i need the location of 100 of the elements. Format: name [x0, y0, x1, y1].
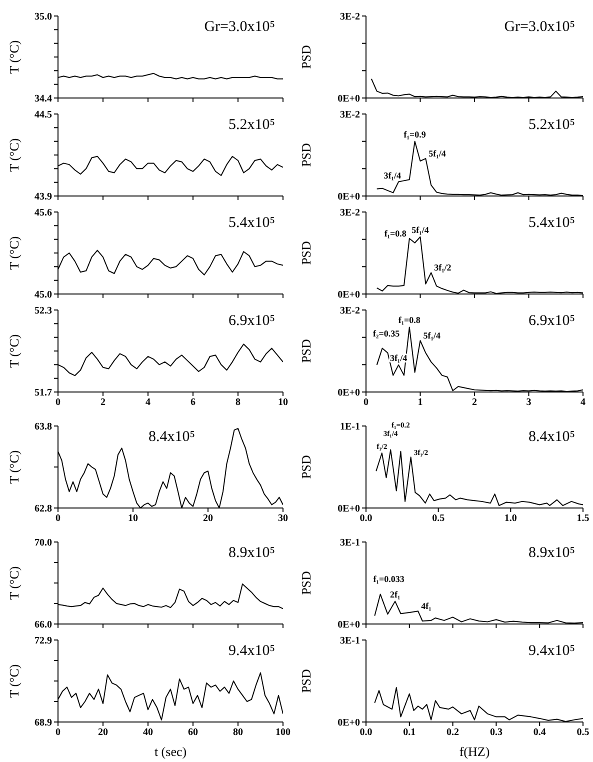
y-tick-label: 0E+0 [338, 620, 360, 631]
y-tick-label: 62.8 [34, 504, 52, 515]
annotation: 4f₁ [421, 601, 432, 612]
y-tick-label: 3E-1 [340, 636, 360, 647]
x-tick-label: 4 [580, 397, 586, 408]
annotation: 5f₁/4 [412, 224, 430, 235]
annotation: f₁=0.8 [398, 315, 421, 326]
x-tick-label: 10 [128, 513, 138, 524]
x-tick-label: 0.5 [432, 513, 445, 524]
y-axis-title: PSD [298, 455, 314, 479]
x-tick-label: 20 [203, 513, 213, 524]
annotation: f₁=0.033 [373, 574, 405, 584]
y-axis-title: T (°C) [6, 566, 22, 600]
x-tick-label: 10 [278, 397, 288, 408]
x-tick-label: 1.5 [576, 513, 590, 524]
x-tick-label: 0 [56, 513, 60, 524]
x-tick-label: 0.5 [576, 727, 590, 738]
annotation: f₂=0.35 [373, 328, 400, 338]
y-tick-label: 72.9 [34, 636, 52, 647]
annotation: 9.4x10⁵ [228, 642, 275, 660]
y-tick-label: 44.5 [34, 110, 52, 121]
annotation: 8.4x10⁵ [148, 428, 195, 446]
y-tick-label: 3E-1 [340, 538, 360, 549]
y-tick-label: 0E+0 [338, 388, 360, 399]
y-axis-title: T (°C) [6, 236, 22, 270]
annotation: f₁=0.8 [384, 228, 407, 239]
x-tick-label: 3 [526, 397, 532, 408]
y-tick-label: 43.9 [34, 192, 52, 203]
x-tick-label: 8 [236, 397, 240, 408]
x-tick-label: 60 [188, 727, 198, 738]
annotation: 9.4x10⁵ [528, 642, 575, 660]
y-tick-label: 3E-2 [340, 208, 360, 219]
annotation: 5.4x10⁵ [528, 214, 575, 232]
y-axis-title: PSD [298, 45, 314, 69]
y-axis-title: T (°C) [6, 138, 22, 172]
y-tick-label: 3E-2 [340, 12, 360, 23]
annotation: 2f₁ [390, 589, 400, 600]
y-axis-title: PSD [298, 571, 314, 595]
y-axis-title: T (°C) [6, 40, 22, 74]
x-tick-label: 0.1 [403, 727, 416, 738]
y-axis-title: PSD [298, 339, 314, 363]
annotation: 5f₁/4 [423, 330, 441, 341]
x-tick-label: 2 [100, 397, 106, 408]
y-tick-label: 0E+0 [338, 718, 360, 729]
annotation: 5.2x10⁵ [228, 116, 275, 134]
annotation: 5.4x10⁵ [228, 214, 275, 232]
y-tick-label: 45.0 [34, 290, 52, 301]
annotation: 8.9x10⁵ [528, 544, 575, 562]
annotation: 5.2x10⁵ [528, 116, 575, 134]
x-tick-label: 6 [190, 397, 196, 408]
x-tick-label: 0 [364, 397, 368, 408]
x-tick-label: 40 [143, 727, 153, 738]
y-tick-label: 0E+0 [338, 94, 360, 105]
annotation: 8.9x10⁵ [228, 544, 275, 562]
annotation: 8.4x10⁵ [528, 428, 575, 446]
y-tick-label: 3E-2 [340, 110, 360, 121]
y-tick-label: 68.9 [34, 718, 52, 729]
x-tick-label: 0.3 [490, 727, 502, 738]
y-tick-label: 34.4 [34, 94, 52, 105]
y-tick-label: 0E+0 [338, 290, 360, 301]
x-tick-label: 100 [276, 727, 290, 738]
annotation: f₁=0.9 [404, 129, 426, 140]
x-tick-label: 2 [472, 397, 477, 408]
y-tick-label: 35.0 [34, 12, 52, 23]
annotation: 3f₁/2 [434, 262, 452, 273]
y-tick-label: 52.3 [34, 306, 52, 317]
x-tick-label: 80 [233, 727, 243, 738]
y-axis-title: T (°C) [6, 450, 22, 484]
x-tick-label: 0 [56, 727, 60, 738]
annotation: Gr=3.0x10⁵ [204, 18, 275, 36]
x-tick-label: 4 [146, 397, 150, 408]
y-axis-title: PSD [298, 143, 314, 167]
annotation: 5f₁/4 [428, 148, 446, 159]
x-tick-label: 0 [56, 397, 60, 408]
y-axis-title: T (°C) [6, 664, 22, 698]
x-tick-label: 20 [98, 727, 108, 738]
y-tick-label: 45.6 [34, 208, 52, 219]
annotation: 6.9x10⁵ [228, 312, 275, 330]
annotation: 3f₁/4 [384, 170, 402, 181]
x-tick-label: 0.0 [360, 727, 372, 738]
x-tick-label: 1 [418, 397, 423, 408]
y-axis-title: PSD [298, 669, 314, 693]
y-tick-label: 0E+0 [338, 504, 360, 515]
x-tick-label: 1.0 [504, 513, 517, 524]
x-axis-title: t (sec) [154, 744, 187, 759]
y-tick-label: 3E-2 [340, 306, 360, 317]
x-tick-label: 30 [278, 513, 288, 524]
y-tick-label: 0E+0 [338, 192, 360, 203]
x-axis-title: f(HZ) [459, 744, 490, 759]
x-tick-label: 0.0 [360, 513, 372, 524]
x-tick-label: 0.4 [533, 727, 546, 738]
y-axis-title: PSD [298, 241, 314, 265]
y-tick-label: 51.7 [34, 388, 52, 399]
y-tick-label: 70.0 [34, 538, 52, 549]
x-tick-label: 0.2 [446, 727, 460, 738]
annotation: 6.9x10⁵ [528, 312, 575, 330]
y-tick-label: 66.0 [34, 620, 52, 631]
y-tick-label: 1E-1 [340, 422, 360, 433]
y-tick-label: 63.8 [34, 422, 52, 433]
annotation: Gr=3.0x10⁵ [504, 18, 575, 36]
